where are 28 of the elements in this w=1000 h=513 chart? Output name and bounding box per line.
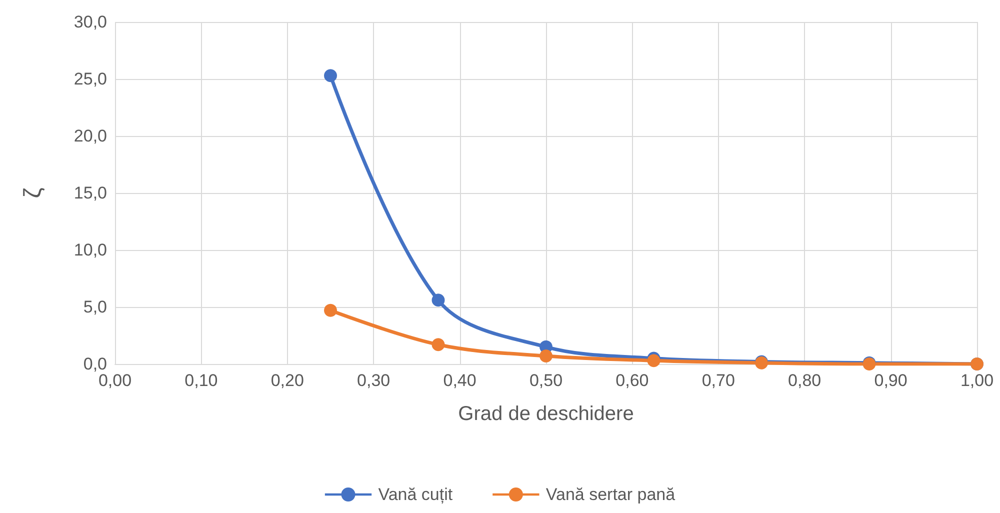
point <box>540 350 552 363</box>
x-tick-label: 1,00 <box>960 371 994 390</box>
y-axis-title: ζ <box>20 187 46 198</box>
y-tick-label: 10,0 <box>74 240 107 260</box>
point <box>432 338 445 352</box>
y-tick-label: 15,0 <box>74 184 107 202</box>
x-tick-label: 0,90 <box>874 371 908 390</box>
y-tick-label: 0,0 <box>83 354 107 374</box>
legend-label: Vană cuțit <box>378 485 453 504</box>
y-tick-label: 5,0 <box>83 298 107 316</box>
x-tick-label: 0,70 <box>702 371 735 390</box>
point <box>647 354 660 368</box>
point <box>324 304 337 317</box>
x-tick-label: 0,50 <box>529 371 563 390</box>
x-tick-label: 0,20 <box>270 371 304 390</box>
legend-label: Vană sertar pană <box>546 485 676 504</box>
x-tick-label: 0,10 <box>184 371 218 390</box>
x-axis-title: Grad de deschidere <box>458 403 634 425</box>
y-tick-label: 30,0 <box>74 12 107 32</box>
x-tick-label: 0,40 <box>443 371 476 390</box>
x-tick-label: 0,00 <box>98 371 132 390</box>
x-tick-label: 0,60 <box>616 371 649 390</box>
point <box>324 69 337 82</box>
y-tick-label: 20,0 <box>74 126 107 146</box>
point <box>432 294 445 307</box>
x-tick-label: 0,30 <box>357 371 390 390</box>
x-tick-label: 0,80 <box>788 371 822 390</box>
y-tick-label: 25,0 <box>74 70 107 88</box>
